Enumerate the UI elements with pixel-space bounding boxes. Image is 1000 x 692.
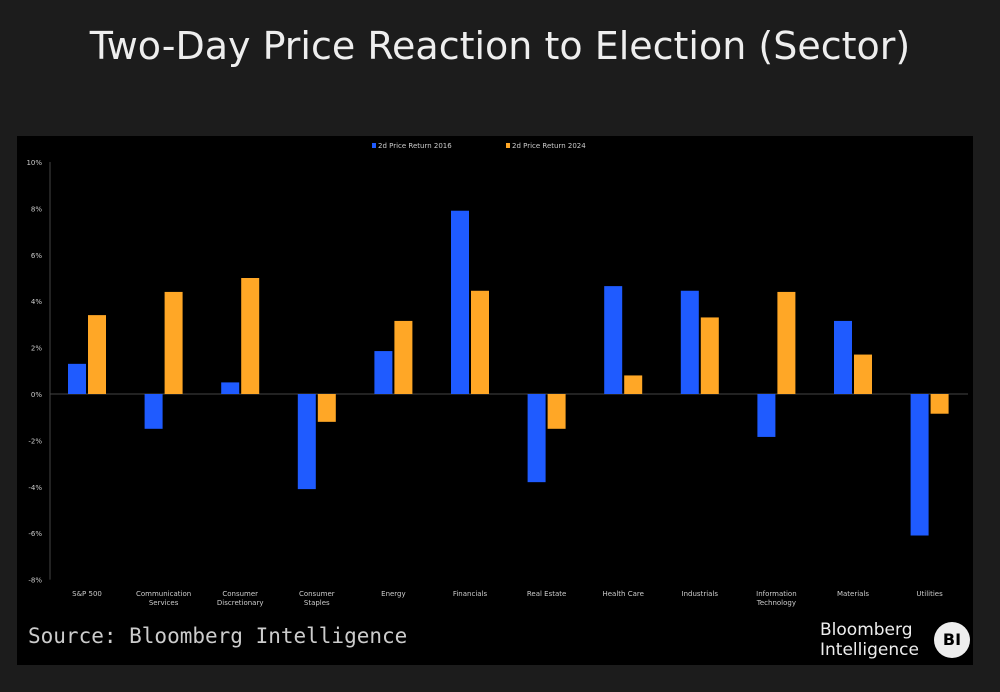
bar-2024 — [241, 278, 260, 394]
bar-2016 — [68, 363, 86, 394]
y-tick-label: 6% — [31, 252, 42, 260]
x-tick-label: Materials — [837, 590, 869, 598]
x-tick-label: Utilities — [916, 590, 943, 598]
chart-panel: 10% 8% 6% 4% 2% 0% -2% -4% -6% -8% S&P 500 Communic… — [17, 136, 973, 665]
bar-2016 — [221, 382, 240, 394]
bar-2024 — [394, 320, 413, 394]
legend-label: 2d Price Return 2024 — [512, 142, 586, 150]
y-tick-label: -8% — [28, 577, 42, 585]
x-tick-label: Real Estate — [527, 590, 566, 598]
bar-2016 — [527, 394, 546, 483]
bar-2024 — [930, 394, 949, 414]
bar-2024 — [700, 317, 719, 394]
bar-2016 — [604, 286, 623, 394]
bar-2016 — [680, 290, 699, 394]
y-tick-label: 8% — [31, 205, 42, 213]
x-tick-label: Industrials — [682, 590, 719, 598]
y-tick-label: -2% — [28, 437, 42, 445]
bar-2024 — [777, 291, 796, 394]
legend-swatch — [372, 143, 376, 148]
page-title: Two-Day Price Reaction to Election (Sect… — [89, 24, 911, 68]
x-tick-label: Energy — [381, 590, 406, 598]
y-tick-label: 2% — [31, 345, 42, 353]
bar-2016 — [451, 210, 469, 394]
bar-chart: 10% 8% 6% 4% 2% 0% -2% -4% -6% -8% S&P 500 Communic… — [26, 142, 968, 607]
bar-2016 — [834, 320, 852, 394]
bar-2024 — [164, 291, 183, 394]
y-tick-label: 0% — [31, 391, 42, 399]
bar-2016 — [374, 351, 393, 394]
logo-line2: Intelligence — [820, 640, 919, 660]
bar-2024 — [624, 375, 643, 394]
y-tick-label: 10% — [26, 159, 42, 167]
x-tick-label: Staples — [304, 599, 330, 607]
x-tick-label: S&P 500 — [72, 590, 102, 598]
legend-label: 2d Price Return 2016 — [378, 142, 452, 150]
y-tick-label: -4% — [28, 484, 42, 492]
bar-2016 — [910, 394, 929, 536]
y-tick-label: 4% — [31, 298, 42, 306]
bar-2016 — [144, 394, 163, 429]
bar-2016 — [297, 394, 316, 490]
bar-2024 — [88, 315, 106, 394]
x-tick-label: Financials — [453, 590, 488, 598]
bar-2024 — [471, 290, 489, 394]
bar-2024 — [547, 394, 566, 429]
bar-2024 — [317, 394, 336, 422]
bar-2016 — [757, 394, 776, 437]
y-tick-label: -6% — [28, 530, 42, 538]
x-tick-label: Consumer — [222, 590, 258, 598]
x-tick-label: Technology — [756, 599, 796, 607]
x-tick-label: Health Care — [602, 590, 643, 598]
source-note: Source: Bloomberg Intelligence — [28, 624, 408, 648]
bi-badge: BI — [934, 622, 970, 658]
logo-line1: Bloomberg — [820, 620, 913, 640]
bloomberg-intelligence-logo: Bloomberg Intelligence — [820, 620, 919, 660]
x-tick-label: Discretionary — [217, 599, 264, 607]
x-tick-label: Communication — [136, 590, 191, 598]
x-tick-label: Consumer — [299, 590, 335, 598]
x-tick-label: Services — [149, 599, 179, 607]
x-tick-label: Information — [756, 590, 797, 598]
bar-2024 — [854, 354, 872, 394]
legend-swatch — [506, 143, 510, 148]
